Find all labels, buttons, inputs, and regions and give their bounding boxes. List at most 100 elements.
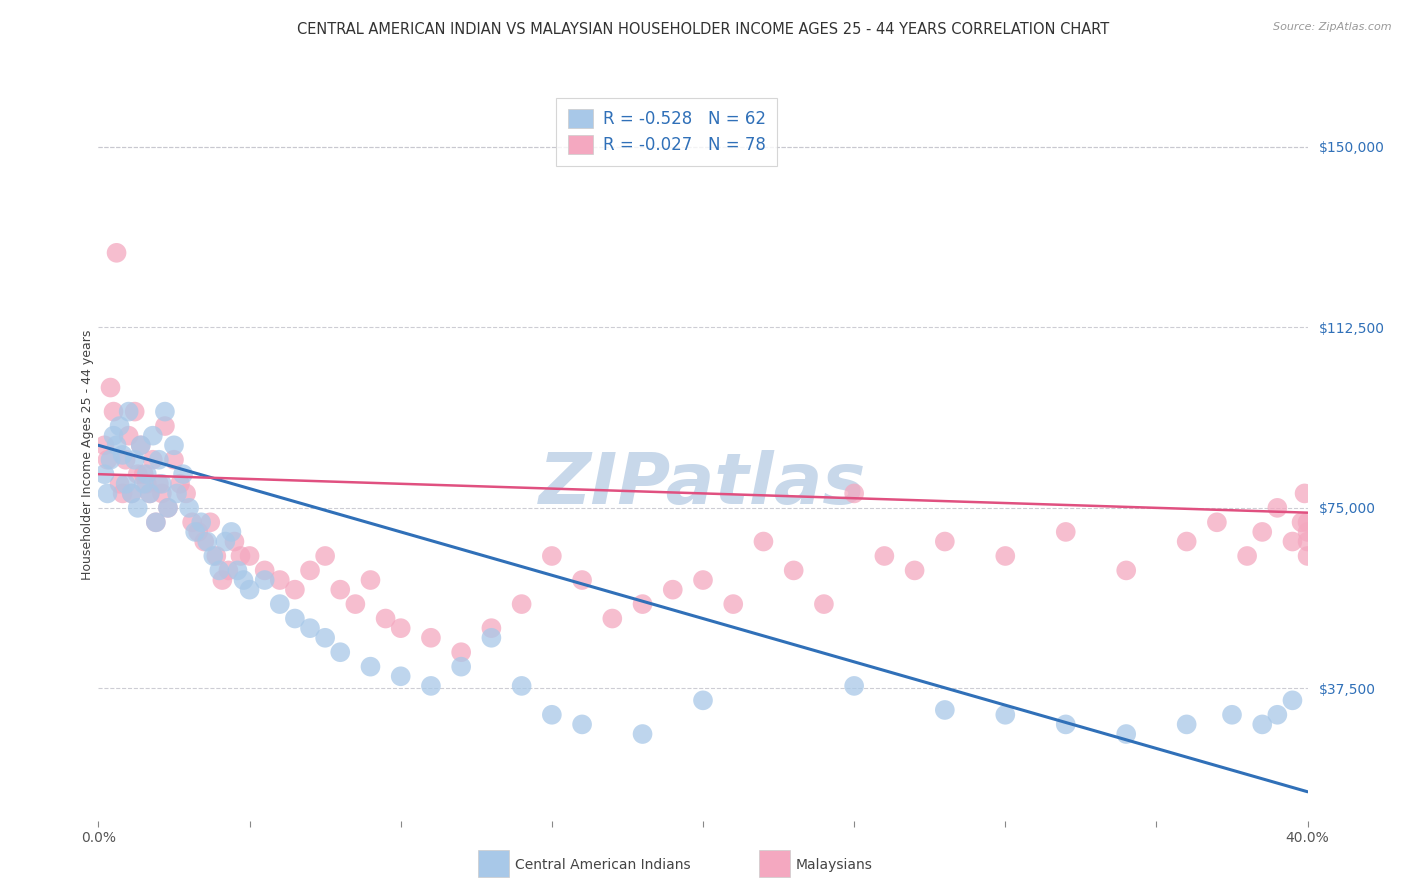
Point xyxy=(145,516,167,530)
Text: Central American Indians: Central American Indians xyxy=(515,858,690,872)
Point xyxy=(139,486,162,500)
Point xyxy=(139,486,162,500)
Point xyxy=(153,404,176,418)
Point xyxy=(844,486,866,500)
Point xyxy=(1291,516,1313,530)
Point xyxy=(1296,516,1319,530)
Point xyxy=(118,428,141,442)
Point xyxy=(419,679,441,693)
Point xyxy=(1294,486,1316,500)
Point xyxy=(1115,563,1137,577)
Point xyxy=(184,524,207,539)
Point xyxy=(314,549,336,563)
Point xyxy=(148,452,170,467)
Point xyxy=(181,516,204,530)
Point xyxy=(127,500,149,515)
Point xyxy=(994,549,1017,563)
Point xyxy=(1175,534,1198,549)
Point xyxy=(111,486,134,500)
Point xyxy=(1054,717,1077,731)
Point xyxy=(284,611,307,625)
Point xyxy=(389,669,412,683)
Point xyxy=(481,621,503,635)
Point xyxy=(1281,534,1303,549)
Point xyxy=(103,428,125,442)
Point xyxy=(174,486,197,500)
Point xyxy=(132,467,155,482)
Point xyxy=(153,419,176,434)
Point xyxy=(205,549,228,563)
Point xyxy=(269,597,291,611)
Point xyxy=(374,611,396,625)
Point xyxy=(208,563,231,577)
Point xyxy=(145,516,167,530)
Point xyxy=(96,452,118,467)
Point xyxy=(1251,524,1274,539)
Point xyxy=(1236,549,1258,563)
Point xyxy=(284,582,307,597)
Point xyxy=(187,524,209,539)
Point xyxy=(142,452,165,467)
Point xyxy=(142,428,165,442)
Point xyxy=(934,534,956,549)
Point xyxy=(177,500,201,515)
Point xyxy=(1296,534,1319,549)
Point xyxy=(602,611,624,625)
Point xyxy=(481,631,503,645)
Point xyxy=(510,597,533,611)
Point xyxy=(166,486,188,500)
Point xyxy=(229,549,252,563)
Point xyxy=(239,582,262,597)
Point xyxy=(103,404,125,418)
Point xyxy=(96,486,118,500)
Point xyxy=(329,582,352,597)
Point xyxy=(150,486,173,500)
Point xyxy=(93,467,115,482)
Point xyxy=(100,452,122,467)
Point xyxy=(221,524,243,539)
Point xyxy=(108,419,131,434)
Point xyxy=(1265,500,1288,515)
Point xyxy=(163,452,186,467)
Point xyxy=(782,563,804,577)
Point xyxy=(129,438,152,452)
Point xyxy=(1206,516,1229,530)
Point xyxy=(450,645,472,659)
Point xyxy=(129,438,152,452)
Text: CENTRAL AMERICAN INDIAN VS MALAYSIAN HOUSEHOLDER INCOME AGES 25 - 44 YEARS CORRE: CENTRAL AMERICAN INDIAN VS MALAYSIAN HOU… xyxy=(297,22,1109,37)
Point xyxy=(105,438,128,452)
Y-axis label: Householder Income Ages 25 - 44 years: Householder Income Ages 25 - 44 years xyxy=(80,330,94,580)
Point xyxy=(224,534,246,549)
Point xyxy=(1265,707,1288,722)
Text: Malaysians: Malaysians xyxy=(796,858,873,872)
Point xyxy=(190,516,212,530)
Point xyxy=(661,582,683,597)
Point xyxy=(114,476,136,491)
Point xyxy=(127,467,149,482)
Point xyxy=(844,679,866,693)
Point xyxy=(156,500,179,515)
Point xyxy=(1115,727,1137,741)
Point xyxy=(150,476,173,491)
Point xyxy=(692,693,714,707)
Point xyxy=(631,727,654,741)
Point xyxy=(163,438,186,452)
Point xyxy=(253,573,276,587)
Point xyxy=(450,659,472,673)
Text: ZIPatlas: ZIPatlas xyxy=(540,450,866,518)
Point xyxy=(721,597,744,611)
Point xyxy=(571,717,593,731)
Point xyxy=(121,486,143,500)
Point xyxy=(994,707,1017,722)
Point xyxy=(329,645,352,659)
Point xyxy=(1054,524,1077,539)
Point xyxy=(540,707,562,722)
Point xyxy=(571,573,593,587)
Point xyxy=(124,452,146,467)
Point xyxy=(1281,693,1303,707)
Point xyxy=(211,573,233,587)
Point xyxy=(1175,717,1198,731)
Point xyxy=(389,621,412,635)
Point xyxy=(253,563,276,577)
Point xyxy=(124,404,146,418)
